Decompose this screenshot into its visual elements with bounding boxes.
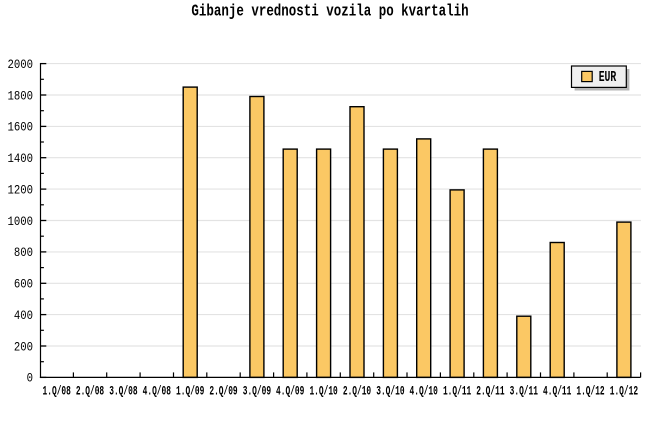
svg-text:4.Q/08: 4.Q/08 <box>143 385 171 399</box>
svg-text:800: 800 <box>14 245 33 260</box>
svg-text:3.Q/08: 3.Q/08 <box>109 385 137 399</box>
svg-text:1.Q/11: 1.Q/11 <box>443 385 471 399</box>
svg-text:1.Q/09: 1.Q/09 <box>176 385 204 399</box>
svg-text:1200: 1200 <box>7 182 33 197</box>
svg-text:3.Q/11: 3.Q/11 <box>510 385 538 399</box>
svg-text:200: 200 <box>14 339 33 354</box>
svg-text:3.Q/09: 3.Q/09 <box>243 385 271 399</box>
svg-text:4.Q/10: 4.Q/10 <box>410 385 438 399</box>
svg-text:0: 0 <box>27 371 33 386</box>
svg-text:1800: 1800 <box>7 88 33 103</box>
svg-text:3.Q/10: 3.Q/10 <box>376 385 404 399</box>
svg-text:1.Q/12: 1.Q/12 <box>576 385 604 399</box>
svg-text:1.Q/10: 1.Q/10 <box>309 385 337 399</box>
svg-text:2000: 2000 <box>7 57 33 72</box>
svg-text:2.Q/08: 2.Q/08 <box>76 385 104 399</box>
svg-text:600: 600 <box>14 277 33 292</box>
svg-text:1.Q/12: 1.Q/12 <box>610 385 638 399</box>
svg-text:1.Q/08: 1.Q/08 <box>43 385 71 399</box>
svg-text:1600: 1600 <box>7 120 33 135</box>
svg-text:400: 400 <box>14 308 33 323</box>
svg-text:1000: 1000 <box>7 214 33 229</box>
svg-text:4.Q/09: 4.Q/09 <box>276 385 304 399</box>
svg-text:4.Q/11: 4.Q/11 <box>543 385 571 399</box>
svg-text:2.Q/11: 2.Q/11 <box>476 385 504 399</box>
svg-text:2.Q/09: 2.Q/09 <box>209 385 237 399</box>
svg-text:2.Q/10: 2.Q/10 <box>343 385 371 399</box>
svg-text:EUR: EUR <box>599 68 617 86</box>
svg-text:Gibanje vrednosti vozila po kv: Gibanje vrednosti vozila po kvartalih <box>191 3 468 21</box>
svg-text:1400: 1400 <box>7 151 33 166</box>
